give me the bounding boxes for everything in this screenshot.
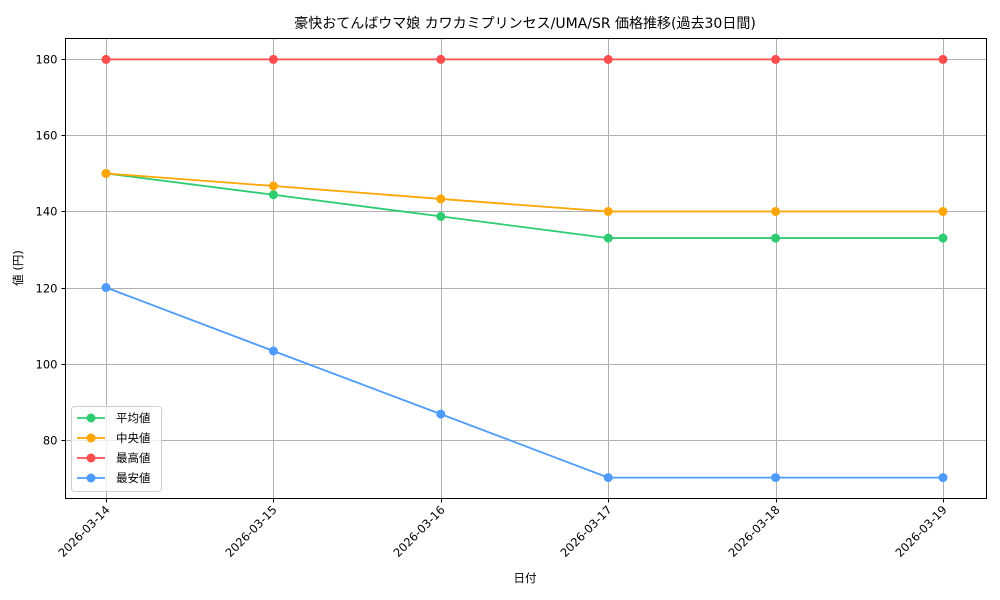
x-tick-label: 2026-03-14 xyxy=(55,503,112,560)
x-tick-label: 2026-03-15 xyxy=(222,503,279,560)
x-tick-label: 2026-03-18 xyxy=(725,503,782,560)
series-中央値 xyxy=(101,168,948,216)
series-layer xyxy=(101,54,948,483)
legend-marker-icon xyxy=(86,433,96,443)
data-point xyxy=(938,206,948,216)
data-point xyxy=(603,206,613,216)
y-axis-label: 値 (円) xyxy=(11,250,25,286)
data-point xyxy=(603,233,613,243)
legend-label: 最安値 xyxy=(116,471,151,485)
y-tick-label: 140 xyxy=(36,205,58,219)
data-point xyxy=(101,54,111,64)
data-point xyxy=(101,283,111,293)
data-point xyxy=(938,233,948,243)
legend-label: 平均値 xyxy=(116,411,151,425)
x-axis-ticks: 2026-03-14 2026-03-15 2026-03-16 2026-03-17… xyxy=(55,498,950,560)
x-tick-label: 2026-03-16 xyxy=(390,503,447,560)
data-point xyxy=(771,54,781,64)
y-tick-label: 120 xyxy=(36,282,58,296)
legend-marker-icon xyxy=(86,453,96,463)
legend-marker-icon xyxy=(86,473,96,483)
legend-label: 中央値 xyxy=(116,431,151,445)
data-point xyxy=(436,194,446,204)
data-point xyxy=(268,346,278,356)
data-point xyxy=(771,206,781,216)
series-最高値 xyxy=(101,54,948,64)
y-tick-label: 100 xyxy=(36,358,58,372)
data-point xyxy=(436,211,446,221)
data-point xyxy=(436,54,446,64)
series-line xyxy=(105,286,943,479)
y-tick-label: 160 xyxy=(36,129,58,143)
data-point xyxy=(603,473,613,483)
data-point xyxy=(938,54,948,64)
data-point xyxy=(268,181,278,191)
data-point xyxy=(938,473,948,483)
y-tick-label: 180 xyxy=(36,53,58,67)
data-point xyxy=(436,409,446,419)
legend-marker-icon xyxy=(86,413,96,423)
data-point xyxy=(268,54,278,64)
legend-item: 平均値 xyxy=(77,411,151,425)
legend-item: 最高値 xyxy=(77,451,151,465)
series-最安値 xyxy=(101,283,948,483)
y-axis-ticks: 80 100 120 140 160 180 xyxy=(36,53,66,448)
grid-lines xyxy=(65,38,987,499)
legend-label: 最高値 xyxy=(116,451,151,465)
y-tick-label: 80 xyxy=(43,434,58,448)
data-point xyxy=(268,190,278,200)
plot-frame xyxy=(65,38,987,499)
x-tick-label: 2026-03-17 xyxy=(557,503,614,560)
x-axis-label: 日付 xyxy=(514,571,537,585)
data-point xyxy=(771,473,781,483)
data-point xyxy=(101,168,111,178)
chart-title: 豪快おてんばウマ娘 カワカミプリンセス/UMA/SR 価格推移(過去30日間) xyxy=(294,16,756,32)
data-point xyxy=(771,233,781,243)
data-point xyxy=(603,54,613,64)
series-line xyxy=(105,172,943,213)
x-tick-label: 2026-03-19 xyxy=(892,503,949,560)
legend-item: 中央値 xyxy=(77,431,151,445)
legend-item: 最安値 xyxy=(77,471,151,485)
legend-box xyxy=(71,406,162,492)
series-line xyxy=(105,172,943,239)
